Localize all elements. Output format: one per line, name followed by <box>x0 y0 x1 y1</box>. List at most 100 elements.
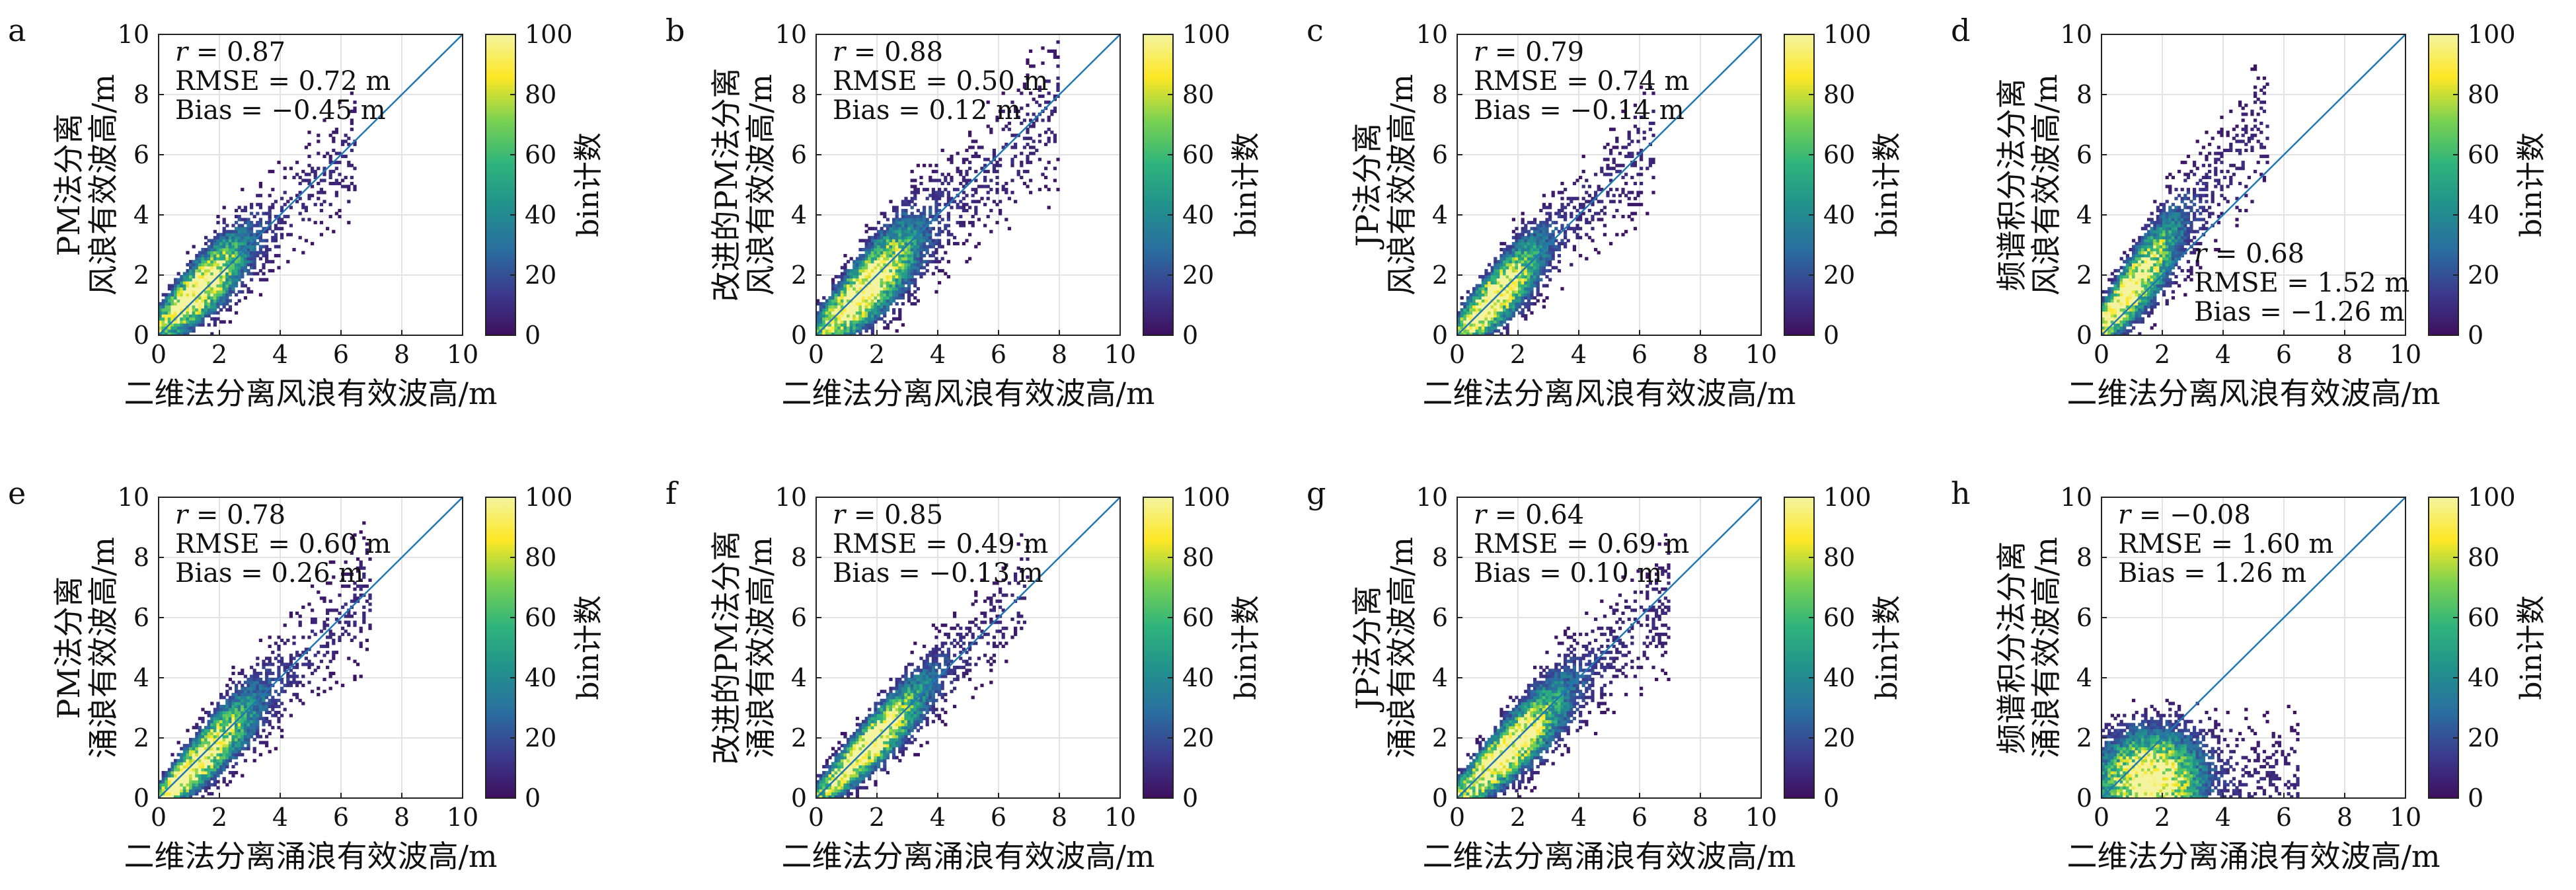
heatmap-bin <box>864 302 868 305</box>
heatmap-bin <box>2150 326 2154 330</box>
heatmap-bin <box>231 738 235 742</box>
heatmap-bin <box>176 320 180 324</box>
heatmap-bin <box>883 260 887 264</box>
heatmap-bin <box>847 293 851 297</box>
heatmap-bin <box>262 245 266 249</box>
heatmap-bin <box>1515 284 1519 288</box>
heatmap-bin <box>228 235 232 239</box>
heatmap-bin <box>2132 281 2136 285</box>
heatmap-bin <box>268 227 272 231</box>
heatmap-bin <box>862 323 866 327</box>
heatmap-bin <box>901 215 905 219</box>
heatmap-bin <box>2102 329 2105 333</box>
heatmap-bin <box>176 326 180 330</box>
heatmap-bin <box>2156 233 2160 237</box>
heatmap-bin <box>258 223 262 227</box>
heatmap-bin <box>1484 275 1488 279</box>
heatmap-bin <box>2165 254 2169 258</box>
heatmap-bin <box>192 287 196 291</box>
heatmap-bin <box>2104 326 2108 330</box>
heatmap-bin <box>192 777 196 781</box>
heatmap-bin <box>192 758 196 762</box>
heatmap-bin <box>1022 118 1026 122</box>
heatmap-bin <box>901 268 905 272</box>
heatmap-bin <box>222 725 226 729</box>
heatmap-bin <box>1542 284 1546 288</box>
heatmap-bin <box>2199 200 2203 204</box>
heatmap-bin <box>189 780 193 784</box>
heatmap-bin <box>1624 182 1628 186</box>
heatmap-bin <box>207 725 211 729</box>
heatmap-bin <box>268 212 272 216</box>
heatmap-bin <box>1056 64 1060 68</box>
heatmap-bin <box>231 744 235 748</box>
heatmap-bin <box>2129 248 2133 252</box>
heatmap-bin <box>225 233 229 237</box>
x-tick-label: 10 <box>1104 340 1136 369</box>
heatmap-bin <box>219 257 223 261</box>
heatmap-bin <box>1016 88 1020 92</box>
heatmap-bin <box>222 756 226 760</box>
heatmap-bin <box>2216 215 2220 219</box>
heatmap-bin <box>2168 263 2172 266</box>
heatmap-bin <box>883 287 887 291</box>
heatmap-bin <box>855 284 859 288</box>
heatmap-bin <box>919 275 923 279</box>
heatmap-bin <box>225 690 229 694</box>
heatmap-bin <box>2150 305 2154 309</box>
heatmap-bin <box>228 278 232 282</box>
heatmap-bin <box>1651 109 1655 113</box>
heatmap-bin <box>192 783 196 787</box>
heatmap-bin <box>235 272 239 276</box>
heatmap-bin <box>2180 223 2184 227</box>
heatmap-bin <box>983 223 987 227</box>
heatmap-bin <box>1530 221 1534 225</box>
heatmap-bin <box>1627 202 1631 206</box>
heatmap-bin <box>1010 161 1014 165</box>
heatmap-bin <box>274 200 278 204</box>
heatmap-bin <box>1524 268 1528 272</box>
heatmap-bin <box>198 272 202 276</box>
heatmap-bin <box>1536 235 1540 239</box>
heatmap-bin <box>864 254 868 258</box>
heatmap-bin <box>886 235 890 239</box>
heatmap-bin <box>1609 151 1613 155</box>
heatmap-bin <box>328 175 332 179</box>
heatmap-bin <box>277 227 281 231</box>
heatmap-bin <box>925 196 929 200</box>
heatmap-bin <box>1047 118 1051 122</box>
heatmap-bin <box>201 765 205 769</box>
heatmap-bin <box>1481 281 1485 285</box>
heatmap-bin <box>868 308 872 312</box>
heatmap-bin <box>1010 163 1014 167</box>
heatmap-bin <box>213 299 217 303</box>
heatmap-bin <box>1612 128 1616 132</box>
heatmap-bin <box>1478 332 1482 336</box>
heatmap-bin <box>1032 124 1036 128</box>
heatmap-bin <box>831 311 835 315</box>
heatmap-bin <box>874 317 878 321</box>
heatmap-bin <box>225 717 229 721</box>
heatmap-bin <box>923 254 927 258</box>
heatmap-bin <box>983 184 987 188</box>
heatmap-bin <box>1457 311 1461 315</box>
heatmap-bin <box>207 711 211 715</box>
heatmap-bin <box>1533 239 1537 243</box>
heatmap-bin <box>2180 235 2184 239</box>
heatmap-bin <box>222 235 226 239</box>
heatmap-bin <box>1633 227 1637 231</box>
heatmap-bin <box>1551 229 1555 233</box>
heatmap-bin <box>828 311 832 315</box>
heatmap-bin <box>1527 245 1531 249</box>
heatmap-bin <box>2123 332 2127 336</box>
heatmap-bin <box>880 248 884 252</box>
heatmap-bin <box>1038 85 1042 89</box>
heatmap-bin <box>2165 257 2169 261</box>
heatmap-bin <box>2216 221 2220 225</box>
heatmap-bin <box>180 287 184 291</box>
heatmap-bin <box>858 299 862 303</box>
heatmap-bin <box>2174 241 2178 245</box>
heatmap-bin <box>916 218 920 222</box>
heatmap-bin <box>2162 202 2166 206</box>
heatmap-bin <box>186 308 190 312</box>
